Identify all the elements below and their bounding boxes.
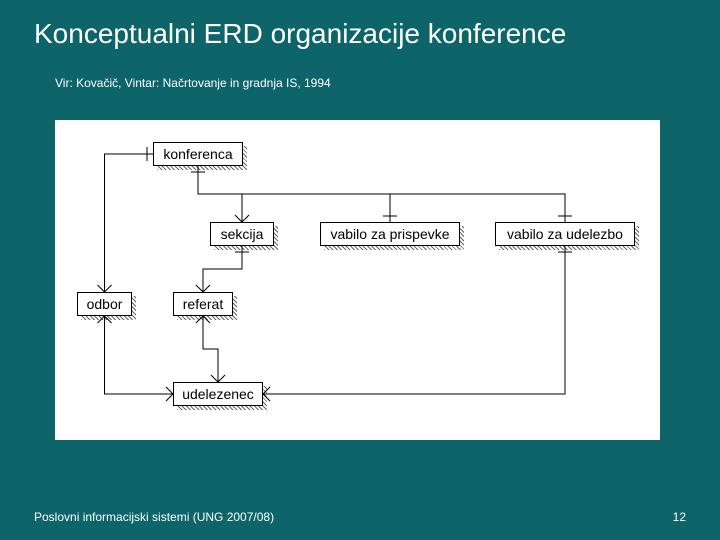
erd-diagram: konferenca sekcija vabilo za prispevke vabi… xyxy=(55,120,660,440)
entity-udelezenec: udelezenec xyxy=(173,382,263,406)
edge-konferenca-vabilo_udelezbo xyxy=(191,166,572,222)
source-citation: Vir: Kovačič, Vintar: Načrtovanje in gra… xyxy=(0,50,720,90)
edge-odbor-udelezenec xyxy=(98,316,174,401)
edge-sekcija-referat xyxy=(196,246,249,292)
entity-vabilo_udelezbo: vabilo za udelezbo xyxy=(495,222,635,246)
edge-vabilo_udelezbo-udelezenec xyxy=(263,246,572,401)
entity-sekcija: sekcija xyxy=(210,222,274,246)
slide-title: Konceptualni ERD organizacije konference xyxy=(0,0,720,50)
edge-referat-udelezenec xyxy=(196,316,225,382)
edge-konferenca-odbor xyxy=(98,147,154,292)
footer-left: Poslovni informacijski sistemi (UNG 2007… xyxy=(34,510,274,524)
slide-footer: Poslovni informacijski sistemi (UNG 2007… xyxy=(34,510,686,524)
edge-konferenca-vabilo_prispevke xyxy=(191,166,397,222)
connector-layer xyxy=(55,120,660,440)
entity-konferenca: konferenca xyxy=(153,142,243,166)
entity-vabilo_prispevke: vabilo za prispevke xyxy=(320,222,460,246)
page-number: 12 xyxy=(673,510,686,524)
entity-odbor: odbor xyxy=(77,292,132,316)
entity-referat: referat xyxy=(173,292,233,316)
edge-konferenca-sekcija xyxy=(191,166,249,222)
